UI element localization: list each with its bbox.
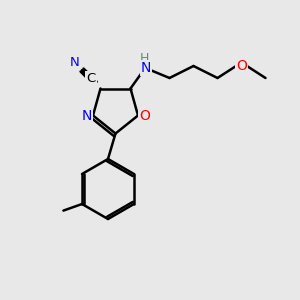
Text: O: O	[236, 59, 247, 73]
Text: N: N	[141, 61, 151, 75]
Text: C: C	[86, 73, 96, 85]
Text: H: H	[140, 52, 150, 65]
Text: N: N	[81, 109, 92, 122]
Text: O: O	[139, 109, 150, 122]
Text: N: N	[70, 56, 79, 69]
